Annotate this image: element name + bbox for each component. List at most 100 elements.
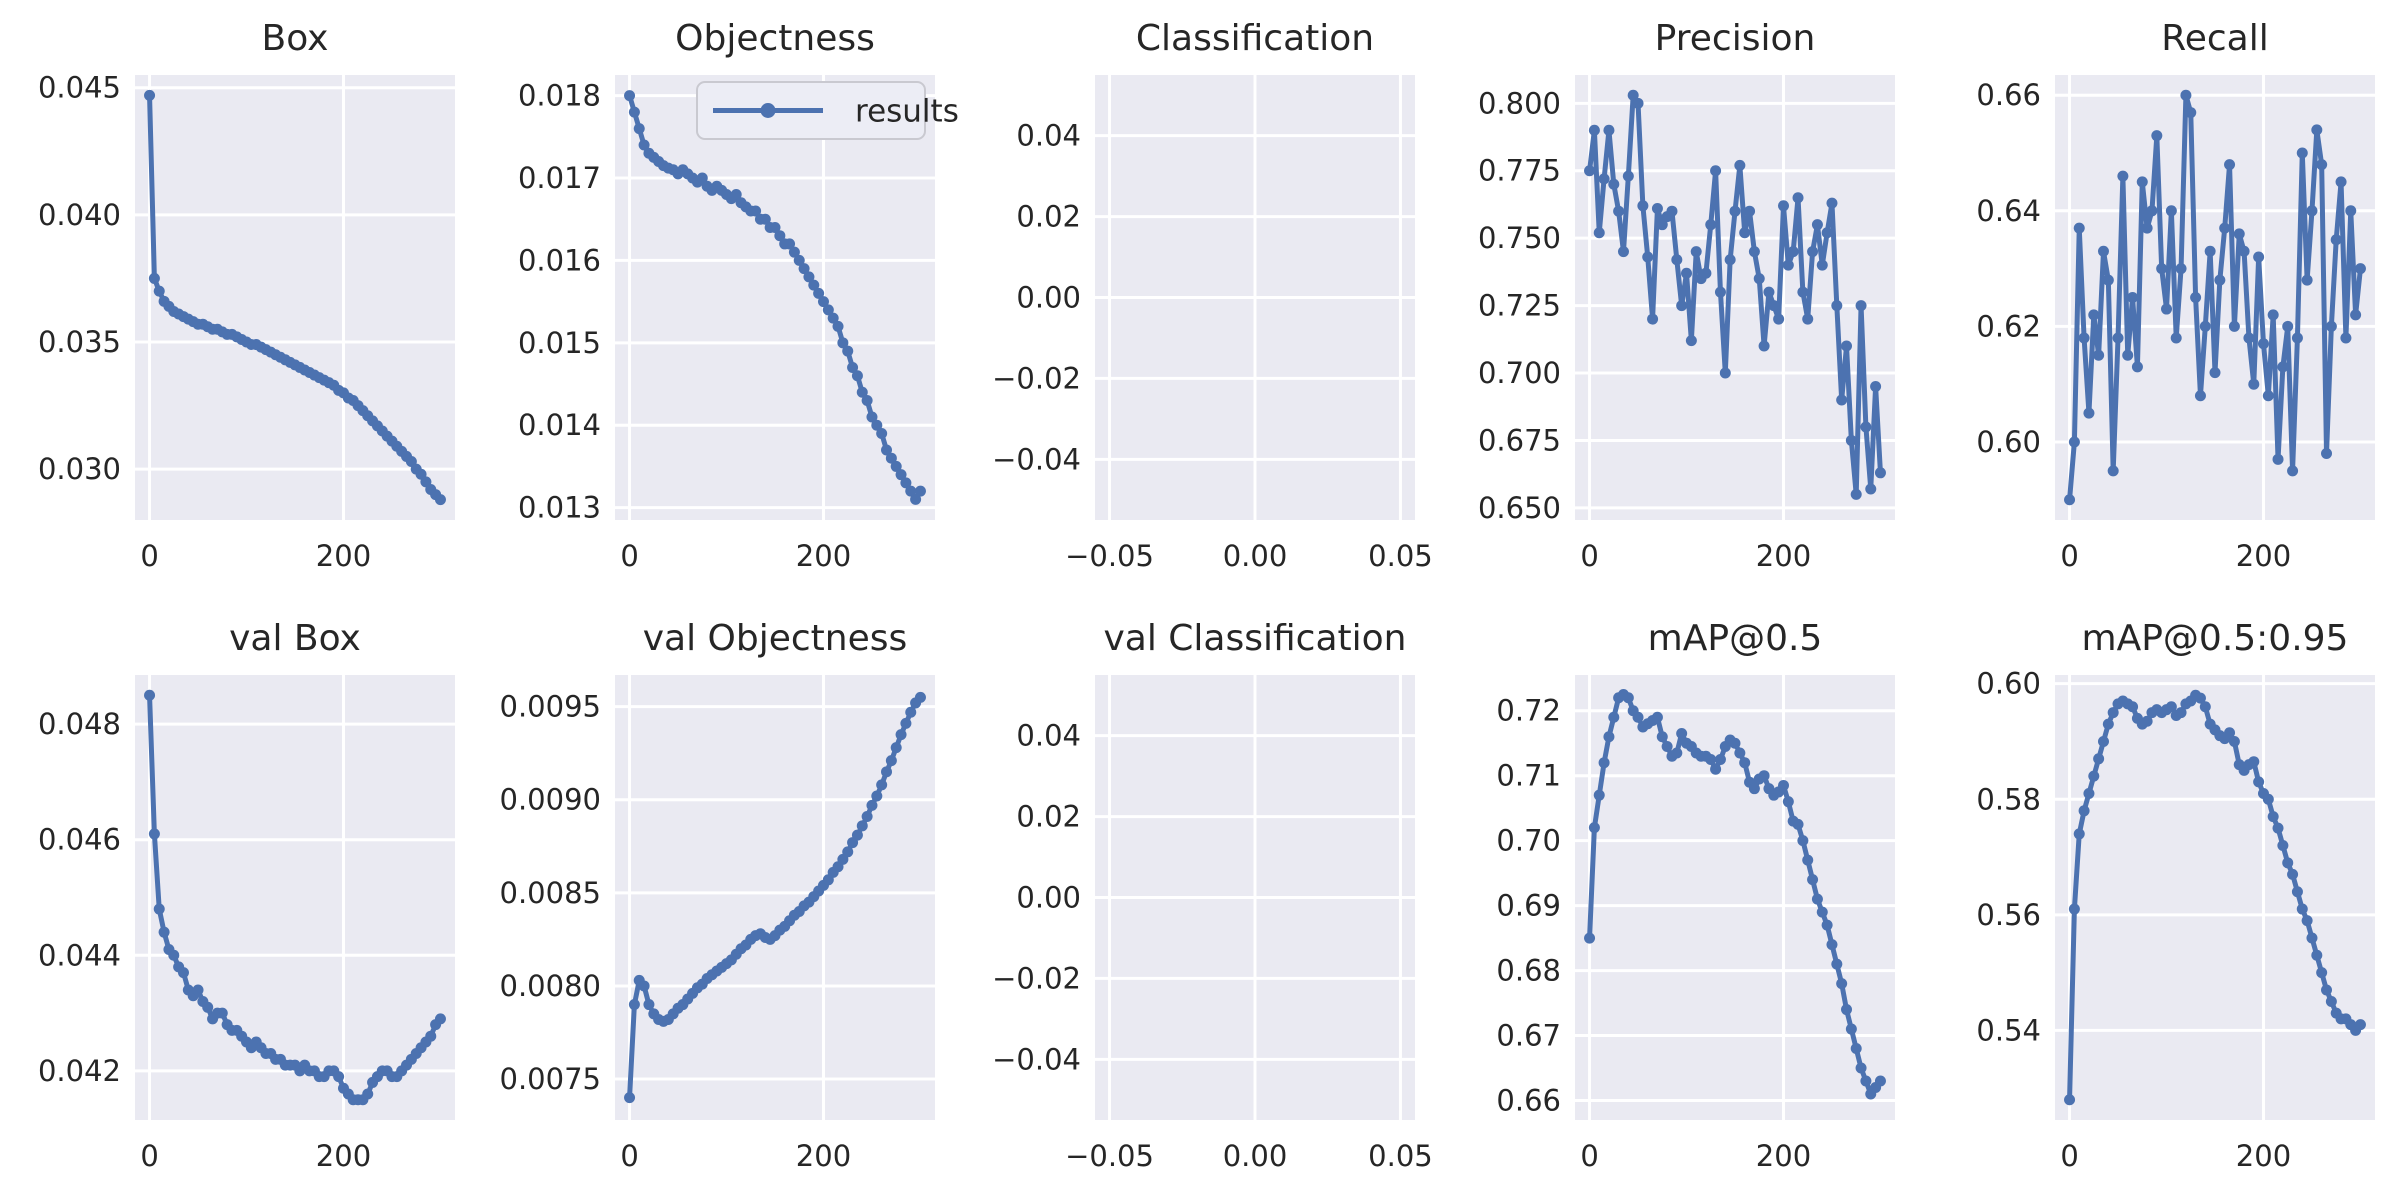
marker <box>2224 727 2236 739</box>
marker <box>696 172 708 184</box>
marker <box>1593 227 1605 239</box>
marker <box>362 1088 374 1100</box>
marker <box>861 395 873 407</box>
marker <box>1777 779 1789 791</box>
marker <box>905 485 917 497</box>
marker <box>1816 259 1828 271</box>
marker <box>842 846 854 858</box>
marker <box>2064 494 2076 506</box>
marker <box>2277 361 2289 373</box>
marker <box>2316 967 2328 979</box>
subplot-title: val Classification <box>1103 618 1406 659</box>
marker <box>2267 309 2279 321</box>
subplot-title: Objectness <box>675 18 875 59</box>
marker <box>1724 254 1736 266</box>
marker <box>2146 205 2158 217</box>
y-tick-label: 0.040 <box>38 198 121 232</box>
marker <box>851 370 863 382</box>
marker <box>1676 300 1688 312</box>
marker <box>148 828 160 840</box>
marker <box>890 460 902 472</box>
subplot-title: Recall <box>2161 18 2268 59</box>
marker <box>1816 906 1828 918</box>
marker <box>895 729 907 741</box>
marker <box>851 829 863 841</box>
marker <box>1874 467 1886 479</box>
marker <box>2093 349 2105 361</box>
y-tick-label: −0.04 <box>992 442 1081 476</box>
marker <box>1850 1043 1862 1055</box>
marker <box>2064 1094 2076 1106</box>
marker <box>1807 874 1819 886</box>
series-results <box>2064 89 2366 506</box>
marker <box>1821 919 1833 931</box>
marker <box>153 285 165 297</box>
marker <box>2190 292 2202 303</box>
subplot-classification: −0.05 0.00 0.05 0.04 0.02 0.00 −0.02 −0.04 Class… <box>992 18 1433 573</box>
marker <box>813 287 825 299</box>
marker <box>158 926 170 938</box>
y-tick-label: 0.56 <box>1976 898 2041 932</box>
y-tick-label: 0.015 <box>518 326 601 360</box>
y-tick-label: 0.018 <box>518 79 601 113</box>
marker <box>333 1071 345 1083</box>
series-results <box>144 89 446 506</box>
marker <box>1874 1075 1886 1087</box>
marker <box>2161 303 2173 315</box>
marker <box>2141 222 2153 234</box>
marker <box>638 139 650 151</box>
marker <box>202 1001 214 1013</box>
x-tick-label: 0 <box>2060 539 2078 573</box>
marker <box>2330 234 2342 246</box>
marker <box>2102 274 2114 286</box>
marker <box>730 188 742 200</box>
x-tick-label: 0 <box>140 539 158 573</box>
marker <box>1671 254 1683 266</box>
x-tick-label: 200 <box>316 539 371 573</box>
marker <box>1811 893 1823 905</box>
marker <box>2262 793 2274 805</box>
y-tick-label: 0.64 <box>1976 194 2041 228</box>
marker <box>1870 381 1882 392</box>
y-tick-label: 0.650 <box>1478 491 1561 525</box>
x-tick-label: 0.05 <box>1368 539 1433 573</box>
y-tick-label: 0.0090 <box>500 783 601 817</box>
marker <box>784 238 796 250</box>
marker <box>2243 332 2255 344</box>
marker <box>856 386 868 398</box>
marker <box>890 742 902 754</box>
marker <box>2180 89 2192 101</box>
marker <box>871 790 883 802</box>
marker <box>793 254 805 266</box>
marker <box>2214 274 2226 286</box>
marker <box>1598 757 1610 769</box>
marker <box>1841 1004 1853 1016</box>
marker <box>1632 711 1644 723</box>
marker <box>2272 822 2284 834</box>
marker <box>1588 124 1600 136</box>
subplot-title: Precision <box>1655 18 1816 59</box>
marker <box>822 304 834 316</box>
marker <box>1807 246 1819 258</box>
marker <box>885 452 897 464</box>
marker <box>1637 200 1649 212</box>
gridlines <box>1095 675 1415 1120</box>
marker <box>144 89 156 101</box>
marker <box>638 980 650 992</box>
marker <box>2325 320 2337 332</box>
marker <box>2127 292 2139 303</box>
plot-area <box>135 675 455 1120</box>
plot-area <box>2055 675 2375 1120</box>
x-tick-label: 0.00 <box>1223 1139 1288 1173</box>
y-tick-label: 0.60 <box>1976 425 2041 459</box>
subplot-val-box: 0 200 0.042 0.044 0.046 0.048 val Box <box>38 618 455 1173</box>
marker <box>1714 753 1726 765</box>
marker <box>788 246 800 258</box>
plot-area <box>1575 75 1895 520</box>
marker <box>2068 436 2080 448</box>
marker <box>1656 731 1668 743</box>
marker <box>2224 159 2236 171</box>
y-tick-label: 0.0075 <box>500 1062 601 1096</box>
marker <box>2301 915 2313 927</box>
marker <box>1734 159 1746 171</box>
